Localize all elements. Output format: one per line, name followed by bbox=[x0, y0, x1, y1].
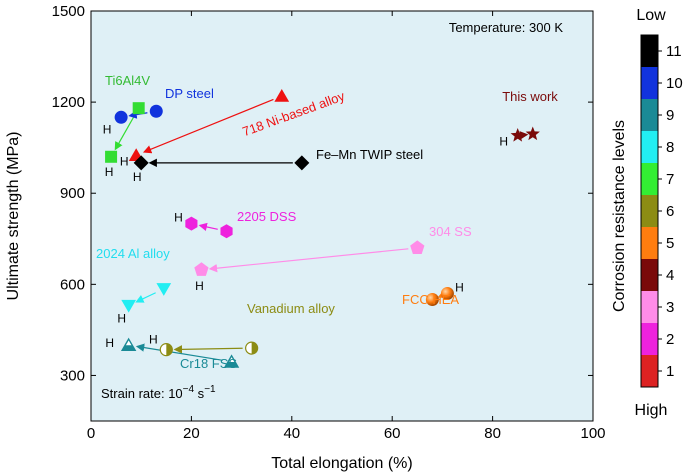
colorbar-level-10 bbox=[641, 67, 658, 99]
colorbar-tick-label: 8 bbox=[666, 139, 674, 156]
this-work-h-marker: H bbox=[499, 135, 508, 149]
2205-dss-point bbox=[220, 224, 233, 239]
dp-steel-label: DP steel bbox=[165, 86, 214, 101]
x-tick-label: 80 bbox=[484, 425, 501, 442]
718-ni-based-alloy-arrow bbox=[142, 98, 274, 154]
2205-dss-point bbox=[185, 216, 198, 231]
x-axis-ticks: 0 20 40 60 80 100 bbox=[87, 11, 606, 442]
2205-dss-arrow bbox=[198, 222, 218, 232]
dp-steel-h-marker: H bbox=[103, 122, 112, 136]
ti6al4v-label: Ti6Al4V bbox=[105, 73, 150, 88]
colorbar-tick-label: 1 bbox=[666, 363, 674, 380]
fe-mn-twip-steel-h-marker: H bbox=[133, 170, 142, 184]
718-ni-based-alloy-h-marker: H bbox=[120, 154, 129, 168]
cr18-fss-point bbox=[120, 337, 137, 352]
ti6al4v-arrow bbox=[114, 115, 135, 151]
fcc-hea-label: FCC HEA bbox=[402, 292, 459, 307]
2205-dss-h-marker: H bbox=[174, 211, 183, 225]
fcc-hea-point bbox=[440, 286, 454, 300]
dp-steel-point bbox=[114, 110, 128, 124]
colorbar-level-6 bbox=[641, 195, 658, 227]
y-axis-ticks: 300 600 900 1200 1500 bbox=[52, 3, 593, 384]
colorbar-tick-label: 10 bbox=[666, 75, 683, 92]
vanadium-alloy-h-marker: H bbox=[149, 333, 158, 347]
ti6al4v-point bbox=[132, 102, 145, 115]
fe-mn-twip-steel-point bbox=[294, 155, 310, 171]
304-ss-h-marker: H bbox=[195, 279, 204, 293]
y-tick-label: 1500 bbox=[52, 3, 85, 20]
718-ni-based-alloy-point bbox=[274, 89, 290, 102]
304-ss-arrow bbox=[208, 248, 409, 273]
markers-layer bbox=[105, 89, 540, 368]
cr18-fss-arrow bbox=[135, 343, 223, 361]
x-tick-label: 20 bbox=[183, 425, 200, 442]
y-tick-label: 1200 bbox=[52, 94, 85, 111]
fe-mn-twip-steel-label: Fe–Mn TWIP steel bbox=[316, 147, 423, 162]
y-tick-label: 300 bbox=[60, 367, 85, 384]
colorbar-level-1 bbox=[641, 355, 658, 387]
x-tick-label: 0 bbox=[87, 425, 95, 442]
x-tick-label: 60 bbox=[384, 425, 401, 442]
2024-al-alloy-point bbox=[156, 283, 172, 296]
this-work-point bbox=[525, 126, 540, 141]
ti6al4v-h-marker: H bbox=[105, 165, 114, 179]
colorbar-level-2 bbox=[641, 323, 658, 355]
2024-al-alloy-label: 2024 Al alloy bbox=[96, 246, 170, 261]
colorbar-level-4 bbox=[641, 259, 658, 291]
cr18-fss-label: Cr18 FSS bbox=[180, 356, 237, 371]
colorbar-tick-label: 9 bbox=[666, 107, 674, 124]
this-work-point bbox=[510, 128, 525, 142]
304-ss-point bbox=[410, 240, 425, 254]
colorbar-tick-label: 6 bbox=[666, 203, 674, 220]
vanadium-alloy-label: Vanadium alloy bbox=[247, 301, 335, 316]
fcc-hea-h-marker: H bbox=[455, 280, 464, 294]
fcc-hea-point bbox=[425, 293, 439, 307]
colorbar-tick-label: 11 bbox=[666, 43, 682, 60]
colorbar-level-8 bbox=[641, 131, 658, 163]
304-ss-label: 304 SS bbox=[429, 224, 472, 239]
colorbar: 11 10 9 8 7 6 5 4 3 2 1 bbox=[640, 34, 683, 388]
strain-rate-annotation: Strain rate: 10−4 s−1 bbox=[101, 384, 216, 401]
colorbar-level-9 bbox=[641, 99, 658, 131]
x-axis-label: Total elongation (%) bbox=[271, 455, 412, 472]
colorbar-tick-label: 5 bbox=[666, 235, 674, 252]
this-work-label: This work bbox=[502, 89, 558, 104]
temperature-annotation: Temperature: 300 K bbox=[449, 20, 564, 35]
2024-al-alloy-arrow bbox=[135, 292, 156, 303]
colorbar-bottom-label: High bbox=[635, 402, 668, 419]
vanadium-alloy-point bbox=[245, 341, 259, 355]
colorbar-tick-label: 4 bbox=[666, 267, 674, 284]
ti6al4v-point bbox=[105, 150, 118, 163]
plot-area bbox=[90, 10, 594, 422]
vanadium-alloy-arrow bbox=[173, 345, 243, 354]
y-tick-label: 900 bbox=[60, 185, 85, 202]
fcc-hea-arrow bbox=[437, 290, 447, 299]
colorbar-level-11 bbox=[641, 35, 658, 67]
colorbar-tick-label: 2 bbox=[666, 331, 674, 348]
colorbar-tick-label: 3 bbox=[666, 299, 674, 316]
colorbar-tick-label: 7 bbox=[666, 171, 674, 188]
2024-al-alloy-h-marker: H bbox=[117, 312, 126, 326]
x-tick-label: 40 bbox=[283, 425, 300, 442]
arrows-layer bbox=[114, 98, 529, 361]
vanadium-alloy-point bbox=[159, 343, 173, 357]
304-ss-point bbox=[194, 262, 209, 276]
cr18-fss-h-marker: H bbox=[105, 336, 114, 350]
colorbar-top-label: Low bbox=[636, 7, 666, 24]
fe-mn-twip-steel-point bbox=[133, 155, 149, 171]
2205-dss-label: 2205 DSS bbox=[237, 209, 297, 224]
cr18-fss-point bbox=[223, 354, 240, 368]
colorbar-level-3 bbox=[641, 291, 658, 323]
y-tick-label: 600 bbox=[60, 276, 85, 293]
colorbar-frame bbox=[640, 34, 659, 388]
colorbar-level-5 bbox=[641, 227, 658, 259]
2024-al-alloy-point bbox=[121, 299, 137, 313]
y-axis-label: Ultimate strength (MPa) bbox=[5, 132, 22, 301]
colorbar-title: Corrosion resistance levels bbox=[611, 120, 628, 312]
dp-steel-point bbox=[149, 104, 163, 118]
colorbar-level-7 bbox=[641, 163, 658, 195]
x-tick-label: 100 bbox=[580, 425, 605, 442]
